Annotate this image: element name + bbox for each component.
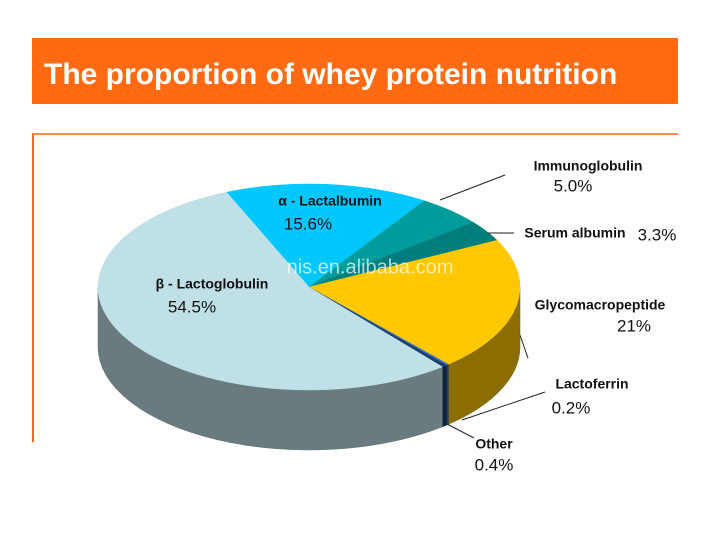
chart-title: The proportion of whey protein nutrition xyxy=(44,58,617,91)
pie-slice xyxy=(226,183,425,288)
leader-lines xyxy=(439,174,546,439)
pie-side xyxy=(446,363,449,426)
leader-line xyxy=(439,174,506,201)
slice-value: 5.0% xyxy=(554,176,593,195)
leader-line xyxy=(446,423,475,439)
pie-slice xyxy=(97,191,443,391)
pie xyxy=(97,183,521,451)
watermark: nis.en.alibaba.com xyxy=(287,256,454,278)
slice-name: α - Lactalbumin xyxy=(278,193,382,209)
slice-value: 54.5% xyxy=(168,297,216,316)
slice-name: β - Lactoglobulin xyxy=(156,276,269,292)
slice-name: Serum albumin xyxy=(524,225,625,241)
pie-side xyxy=(442,364,447,428)
slice-value: 21% xyxy=(617,316,651,335)
slice-value: 0.4% xyxy=(475,455,514,474)
slice-name: Lactoferrin xyxy=(555,376,628,392)
slice-value: 3.3% xyxy=(638,225,677,244)
pie-slice xyxy=(308,240,521,365)
leader-line xyxy=(461,391,546,421)
leader-line xyxy=(519,334,529,359)
slice-name: Other xyxy=(475,436,513,452)
slice-name: Immunoglobulin xyxy=(534,158,643,174)
slice-name: Glycomacropeptide xyxy=(535,297,666,313)
title-banner xyxy=(32,38,678,104)
slice-value: 0.2% xyxy=(552,398,591,417)
slice-value: 15.6% xyxy=(284,214,332,233)
